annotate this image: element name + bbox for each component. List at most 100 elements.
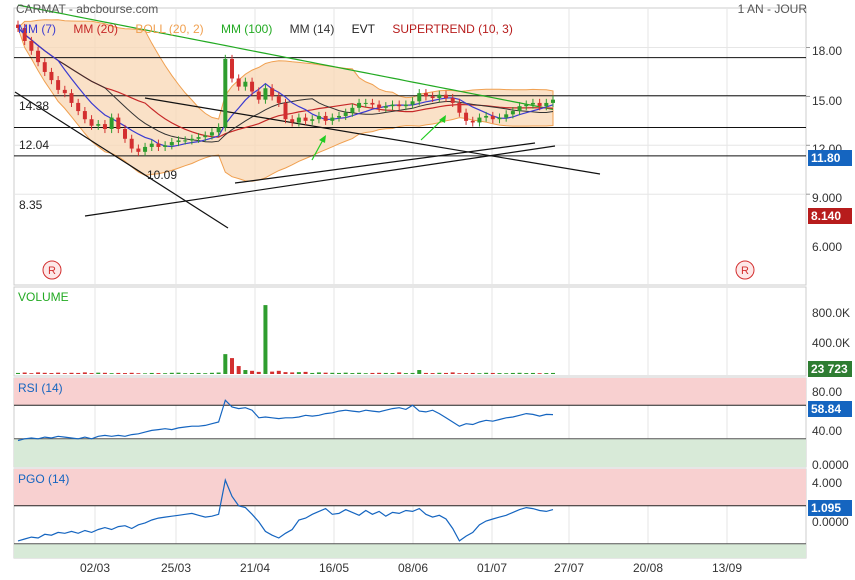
candle-body bbox=[504, 114, 509, 118]
legend-mm20[interactable]: MM (20) bbox=[73, 22, 119, 36]
volume-bar bbox=[263, 305, 268, 374]
candle-body bbox=[69, 93, 74, 103]
candle-body bbox=[102, 124, 107, 129]
rsi-oversold-zone bbox=[14, 438, 806, 467]
volume-bar bbox=[530, 372, 535, 374]
pgo-lower-zone bbox=[14, 543, 806, 558]
price-tick-18: 18.00 bbox=[812, 44, 843, 58]
supertrend-badge: 8.140 bbox=[808, 208, 852, 224]
pgo-label: PGO (14) bbox=[18, 472, 70, 486]
signal-arrow-0 bbox=[311, 137, 325, 161]
candle-body bbox=[49, 71, 54, 81]
candle-body bbox=[89, 119, 94, 126]
candle-body bbox=[403, 104, 408, 107]
candle-body bbox=[270, 88, 275, 97]
volume-bar bbox=[123, 373, 127, 374]
volume-bar bbox=[29, 373, 34, 374]
volume-bar bbox=[303, 371, 308, 374]
x-tick-4: 16/05 bbox=[318, 561, 350, 575]
candle-body bbox=[16, 24, 20, 28]
volume-bar bbox=[470, 372, 475, 374]
candle-body bbox=[230, 58, 234, 79]
volume-bar bbox=[49, 373, 54, 374]
level-label-3: 10.09 bbox=[147, 168, 178, 182]
candle-body bbox=[497, 117, 502, 120]
volume-bar bbox=[350, 373, 355, 374]
rsi-tick-80: 80.00 bbox=[812, 385, 843, 399]
candle-body bbox=[363, 102, 368, 104]
rsi-tick-40: 40.00 bbox=[812, 424, 843, 438]
candle-body bbox=[196, 137, 201, 139]
candle-body bbox=[397, 104, 402, 107]
volume-bar bbox=[223, 354, 228, 374]
legend-mm7[interactable]: MM (7) bbox=[18, 22, 56, 36]
candle-body bbox=[517, 106, 522, 112]
candle-body bbox=[430, 96, 435, 99]
rsi-last-badge: 58.84 bbox=[808, 401, 852, 417]
volume-bar bbox=[149, 372, 154, 374]
candle-body bbox=[484, 115, 489, 118]
candle-body bbox=[423, 93, 428, 97]
volume-bar bbox=[524, 373, 529, 374]
candle-body bbox=[383, 106, 388, 108]
volume-bar bbox=[16, 372, 20, 374]
volume-bar bbox=[283, 372, 288, 374]
mm100-line bbox=[17, 4, 554, 110]
legend-mm14[interactable]: MM (14) bbox=[289, 22, 335, 36]
legend-supertrend[interactable]: SUPERTREND (10, 3) bbox=[392, 22, 513, 36]
volume-bar bbox=[410, 372, 415, 374]
volume-bar bbox=[403, 373, 408, 374]
volume-last-badge: 23 723 bbox=[808, 361, 852, 377]
x-tick-3: 21/04 bbox=[239, 561, 271, 575]
volume-bar bbox=[36, 372, 41, 374]
volume-bar bbox=[296, 372, 301, 374]
last-price-badge: 11.80 bbox=[808, 150, 852, 166]
legend-boll[interactable]: BOLL (20, 2) bbox=[135, 22, 204, 36]
legend-mm100[interactable]: MM (100) bbox=[220, 22, 273, 36]
candle-body bbox=[250, 81, 255, 92]
candle-body bbox=[29, 40, 34, 51]
candle-body bbox=[390, 104, 395, 107]
signal-arrow-head-1 bbox=[439, 115, 446, 123]
x-tick-8: 20/08 bbox=[632, 561, 664, 575]
volume-bar bbox=[109, 373, 114, 374]
rsi-overbought-zone bbox=[14, 378, 806, 406]
candle-body bbox=[551, 99, 555, 103]
candle-body bbox=[464, 112, 469, 121]
legend-evt[interactable]: EVT bbox=[351, 22, 376, 36]
volume-bar bbox=[544, 373, 549, 374]
volume-bar bbox=[390, 373, 395, 374]
candle-body bbox=[490, 115, 495, 120]
r-marker-label-0: R bbox=[48, 265, 56, 277]
volume-bar bbox=[163, 373, 168, 374]
volume-bar bbox=[203, 373, 208, 374]
candle-body bbox=[143, 146, 148, 152]
pgo-upper-zone bbox=[14, 469, 806, 506]
volume-bar bbox=[102, 372, 107, 374]
volume-label: VOLUME bbox=[18, 290, 69, 304]
volume-bar bbox=[169, 372, 174, 374]
volume-bar bbox=[363, 373, 368, 374]
candle-body bbox=[256, 91, 261, 100]
volume-bar bbox=[330, 372, 335, 374]
candle-body bbox=[283, 102, 288, 120]
volume-bar bbox=[457, 373, 462, 374]
candle-body bbox=[136, 148, 141, 152]
pgo-tick-0: 0.0000 bbox=[812, 515, 849, 529]
volume-bar bbox=[357, 372, 362, 374]
volume-bar bbox=[256, 371, 261, 374]
volume-bar bbox=[143, 373, 148, 374]
volume-bar bbox=[196, 372, 201, 374]
candle-body bbox=[337, 115, 341, 118]
volume-bar bbox=[504, 373, 509, 374]
candle-body bbox=[116, 117, 121, 129]
period-label[interactable]: 1 AN - JOUR bbox=[737, 2, 807, 16]
candle-body bbox=[316, 115, 321, 120]
volume-bar bbox=[156, 373, 161, 374]
candle-body bbox=[203, 135, 208, 138]
volume-bar bbox=[270, 371, 275, 374]
volume-bar bbox=[316, 372, 321, 374]
candle-body bbox=[163, 145, 168, 147]
candle-body bbox=[276, 96, 281, 103]
